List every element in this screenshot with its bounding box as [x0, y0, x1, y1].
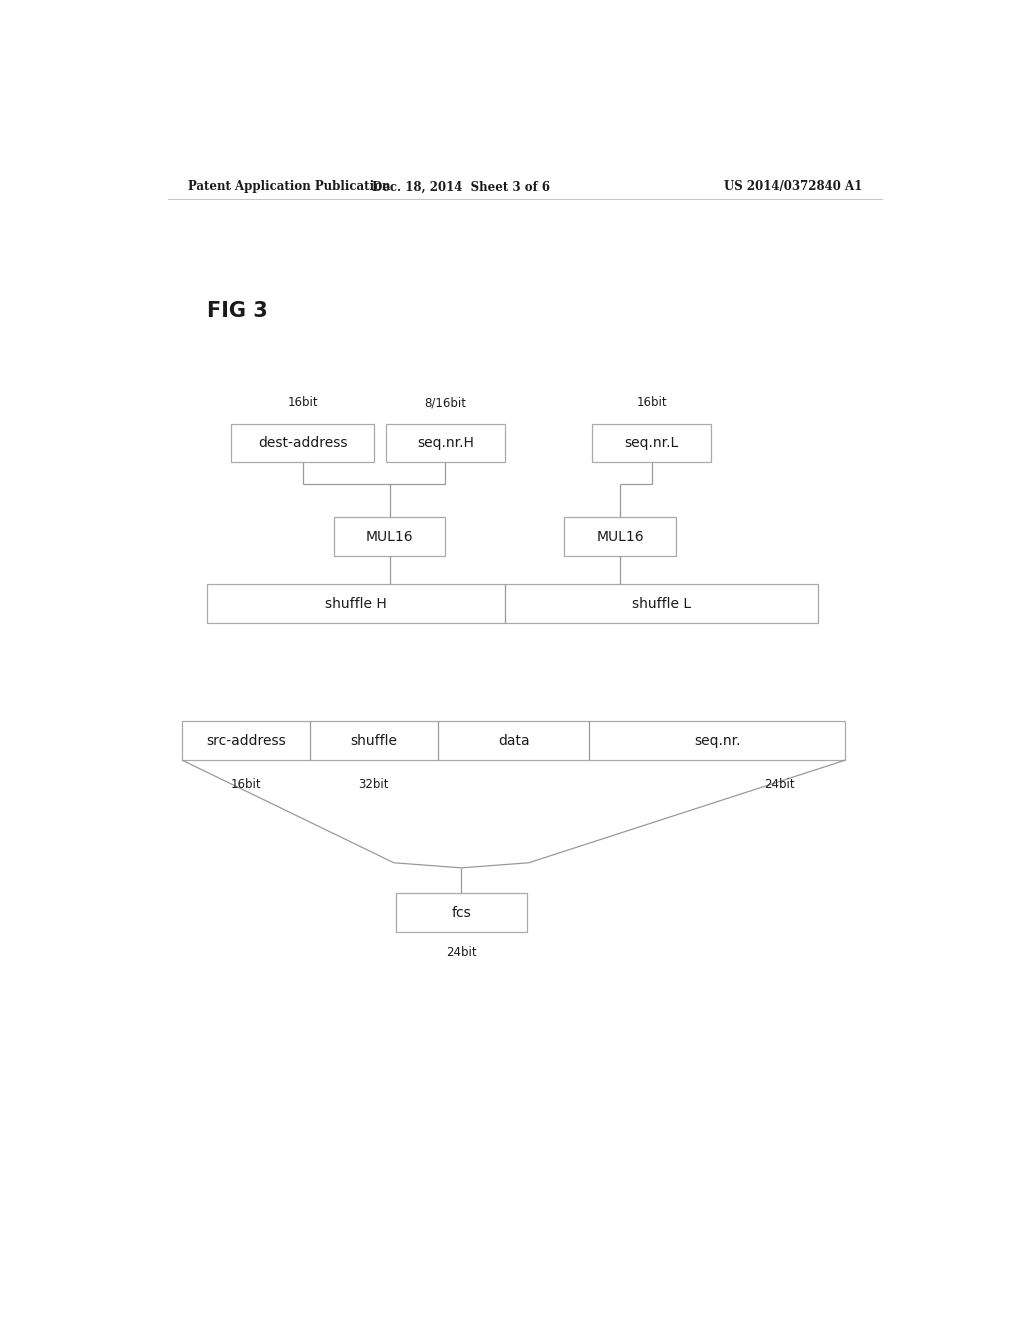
Bar [592, 424, 712, 462]
Text: dest-address: dest-address [258, 436, 347, 450]
Bar [231, 424, 374, 462]
Text: MUL16: MUL16 [366, 529, 414, 544]
Bar [334, 517, 445, 556]
Text: FIG 3: FIG 3 [207, 301, 268, 321]
Text: src-address: src-address [206, 734, 286, 748]
Text: 8/16bit: 8/16bit [424, 396, 467, 409]
Text: shuffle L: shuffle L [632, 597, 691, 611]
Text: 16bit: 16bit [288, 396, 317, 409]
Text: Patent Application Publication: Patent Application Publication [187, 181, 390, 193]
Text: 24bit: 24bit [446, 946, 476, 960]
Bar [564, 517, 676, 556]
Text: fcs: fcs [452, 906, 471, 920]
Text: seq.nr.: seq.nr. [694, 734, 740, 748]
Bar [386, 424, 505, 462]
Text: 16bit: 16bit [637, 396, 667, 409]
Text: 32bit: 32bit [357, 779, 388, 792]
Text: US 2014/0372840 A1: US 2014/0372840 A1 [724, 181, 862, 193]
Bar [182, 722, 846, 760]
Bar [396, 894, 526, 932]
Text: Dec. 18, 2014  Sheet 3 of 6: Dec. 18, 2014 Sheet 3 of 6 [373, 181, 550, 193]
Text: seq.nr.L: seq.nr.L [625, 436, 679, 450]
Bar [207, 585, 818, 623]
Text: seq.nr.H: seq.nr.H [417, 436, 474, 450]
Text: data: data [498, 734, 529, 748]
Text: shuffle H: shuffle H [326, 597, 387, 611]
Text: 16bit: 16bit [230, 779, 261, 792]
Text: shuffle: shuffle [350, 734, 397, 748]
Text: 24bit: 24bit [764, 779, 795, 792]
Text: MUL16: MUL16 [596, 529, 644, 544]
